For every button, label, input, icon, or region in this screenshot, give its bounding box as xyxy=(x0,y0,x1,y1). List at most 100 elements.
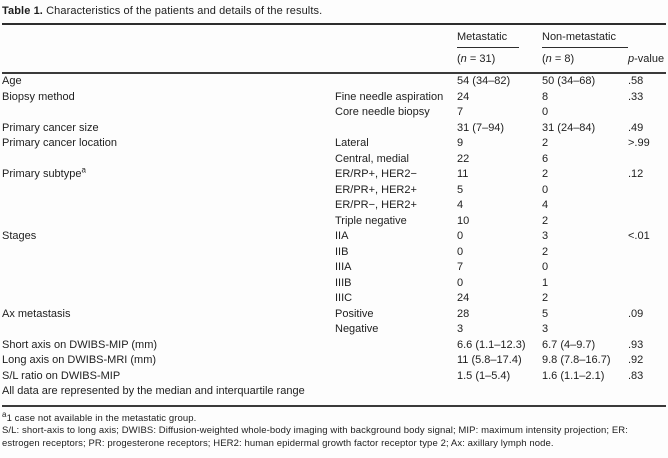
cell-metastatic-value: 11 xyxy=(457,168,469,180)
cell-non-metastatic-value: 5 xyxy=(542,307,549,320)
count-header-row: (n = 31) (n = 8) p-value xyxy=(2,48,666,74)
cell-sublabel: IIB xyxy=(335,245,349,258)
cell-p-value: .58 xyxy=(628,75,644,87)
cell-sublabel: IIIC xyxy=(335,292,353,304)
table-row: ER/PR−, HER2+ 4 4 xyxy=(2,198,666,214)
cell-non-metastatic-value: 3 xyxy=(542,230,549,242)
cell-metastatic-value: 24 xyxy=(457,292,470,304)
cell-label xyxy=(2,152,335,168)
cell-metastatic-value: 11 (5.8–17.4) xyxy=(457,354,522,366)
cell-label xyxy=(2,322,335,338)
cell-metastatic-value: 7 xyxy=(457,261,464,273)
footnote-abbreviations: S/L: short-axis to long axis; DWIBS: Dif… xyxy=(2,425,628,449)
cell-metastatic-value: 31 (7–94) xyxy=(457,121,505,134)
table-caption-text: Characteristics of the patients and deta… xyxy=(42,5,323,17)
cell-non-metastatic-value: 50 (34–68) xyxy=(542,75,596,87)
table-row: IIIB 0 1 xyxy=(2,276,666,292)
cell-note-row: All data are represented by the median a… xyxy=(2,385,305,397)
header-spacer xyxy=(335,48,457,74)
cell-metastatic-value: 0 xyxy=(457,230,464,242)
cell-non-metastatic-value: 9.8 (7.8–16.7) xyxy=(542,354,611,366)
cell-p-value xyxy=(628,245,666,261)
cell-non-metastatic-value: 2 xyxy=(542,168,549,180)
cell-p-value: .33 xyxy=(628,90,644,103)
table-row: Stages IIA 0 3 <.01 xyxy=(2,229,666,245)
cell-non-metastatic-value: 6.7 (4–9.7) xyxy=(542,338,596,351)
cell-label xyxy=(2,245,335,261)
cell-sublabel: IIA xyxy=(335,230,349,242)
cell-p-value xyxy=(628,322,666,338)
cell-p-value xyxy=(628,291,666,307)
col-group-non-metastatic: Non-metastatic xyxy=(542,25,628,48)
table-row: Primary subtypea ER/RP+, HER2− 11 2 .12 xyxy=(2,167,666,183)
cell-non-metastatic-value: 0 xyxy=(542,261,549,273)
table-row: Long axis on DWIBS-MRI (mm) 11 (5.8–17.4)… xyxy=(2,353,666,369)
cell-non-metastatic-value: 2 xyxy=(542,214,549,227)
header-spacer xyxy=(2,25,335,48)
cell-p-value xyxy=(628,152,666,168)
cell-non-metastatic-value: 6 xyxy=(542,152,549,165)
table-footnotes: a1 case not available in the metastatic … xyxy=(2,407,666,451)
cell-p-value xyxy=(628,105,666,121)
cell-p-value: .93 xyxy=(628,338,644,351)
cell-non-metastatic-value: 8 xyxy=(542,90,549,103)
non-metastatic-n-label: (n = 8) xyxy=(542,48,628,74)
cell-label xyxy=(2,198,335,214)
cell-metastatic-value: 3 xyxy=(457,323,464,335)
cell-metastatic-value: 10 xyxy=(457,214,470,227)
cell-label: Biopsy method xyxy=(2,90,75,103)
cell-label: Long axis on DWIBS-MRI (mm) xyxy=(2,354,157,366)
cell-sublabel xyxy=(335,369,457,385)
group-header-row: Metastatic Non-metastatic xyxy=(2,25,666,48)
cell-non-metastatic-value: 4 xyxy=(542,199,549,211)
table-row: Age 54 (34–82) 50 (34–68) .58 xyxy=(2,73,666,90)
cell-non-metastatic-value: 2 xyxy=(542,245,549,258)
cell-sublabel: Negative xyxy=(335,323,379,335)
cell-p-value xyxy=(628,198,666,214)
cell-p-value: <.01 xyxy=(628,230,650,242)
cell-non-metastatic-value: 3 xyxy=(542,323,549,335)
cell-label xyxy=(2,260,335,276)
cell-metastatic-value: 0 xyxy=(457,245,464,258)
cell-label: Primary cancer size xyxy=(2,121,99,134)
cell-metastatic-value: 5 xyxy=(457,183,464,196)
cell-non-metastatic-value: 2 xyxy=(542,137,549,149)
cell-sublabel xyxy=(335,121,457,137)
cell-sublabel: Lateral xyxy=(335,137,369,149)
cell-sublabel: ER/PR+, HER2+ xyxy=(335,183,417,196)
table-row: Primary cancer location Lateral 9 2 >.99 xyxy=(2,136,666,152)
metastatic-n-label: (n = 31) xyxy=(457,48,542,74)
p-value-column-label: p-value xyxy=(628,48,666,74)
cell-metastatic-value: 1.5 (1–5.4) xyxy=(457,369,511,382)
characteristics-table: Metastatic Non-metastatic (n = 31) (n = … xyxy=(2,25,666,407)
cell-label xyxy=(2,276,335,292)
table-row: All data are represented by the median a… xyxy=(2,384,666,406)
header-spacer xyxy=(335,25,457,48)
cell-sublabel: IIIA xyxy=(335,261,352,273)
footnote-a: a1 case not available in the metastatic … xyxy=(2,410,666,426)
table-row: Biopsy method Fine needle aspiration 24 8 .3… xyxy=(2,90,666,106)
cell-p-value: .83 xyxy=(628,369,644,382)
cell-non-metastatic-value: 1 xyxy=(542,276,549,289)
cell-label xyxy=(2,291,335,307)
table-row: Negative 3 3 xyxy=(2,322,666,338)
cell-label xyxy=(2,183,335,199)
cell-label xyxy=(2,214,335,230)
cell-non-metastatic-value: 0 xyxy=(542,106,549,118)
cell-metastatic-value: 7 xyxy=(457,106,464,118)
cell-non-metastatic-value: 0 xyxy=(542,183,549,196)
cell-metastatic-value: 22 xyxy=(457,152,470,165)
cell-sublabel: Core needle biopsy xyxy=(335,106,430,118)
cell-non-metastatic-value: 31 (24–84) xyxy=(542,121,596,134)
cell-sublabel: Fine needle aspiration xyxy=(335,90,444,103)
table-caption: Table 1. Characteristics of the patients… xyxy=(2,3,668,23)
table-row: Short axis on DWIBS-MIP (mm) 6.6 (1.1–12.… xyxy=(2,338,666,354)
cell-label: S/L ratio on DWIBS-MIP xyxy=(2,369,121,382)
table-row: Core needle biopsy 7 0 xyxy=(2,105,666,121)
col-group-metastatic: Metastatic xyxy=(457,25,542,48)
table-row: IIB 0 2 xyxy=(2,245,666,261)
cell-p-value xyxy=(628,260,666,276)
cell-label: Stages xyxy=(2,230,37,242)
cell-p-value: .49 xyxy=(628,121,644,134)
